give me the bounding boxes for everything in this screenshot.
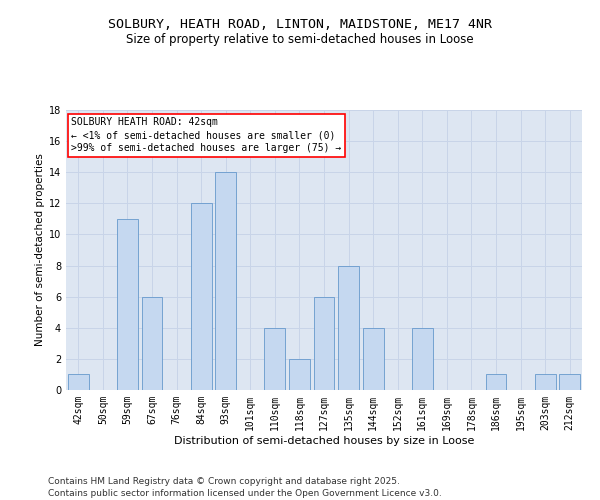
Bar xyxy=(535,374,556,390)
Bar xyxy=(362,328,383,390)
Bar xyxy=(265,328,286,390)
Bar xyxy=(289,359,310,390)
Bar xyxy=(215,172,236,390)
Y-axis label: Number of semi-detached properties: Number of semi-detached properties xyxy=(35,154,44,346)
Bar xyxy=(338,266,359,390)
Bar xyxy=(117,219,138,390)
Bar xyxy=(314,296,334,390)
Text: Contains HM Land Registry data © Crown copyright and database right 2025.
Contai: Contains HM Land Registry data © Crown c… xyxy=(48,476,442,498)
Bar xyxy=(191,204,212,390)
Bar xyxy=(412,328,433,390)
X-axis label: Distribution of semi-detached houses by size in Loose: Distribution of semi-detached houses by … xyxy=(174,436,474,446)
Text: SOLBURY HEATH ROAD: 42sqm
← <1% of semi-detached houses are smaller (0)
>99% of : SOLBURY HEATH ROAD: 42sqm ← <1% of semi-… xyxy=(71,117,341,154)
Text: SOLBURY, HEATH ROAD, LINTON, MAIDSTONE, ME17 4NR: SOLBURY, HEATH ROAD, LINTON, MAIDSTONE, … xyxy=(108,18,492,30)
Bar xyxy=(68,374,89,390)
Text: Size of property relative to semi-detached houses in Loose: Size of property relative to semi-detach… xyxy=(126,32,474,46)
Bar xyxy=(485,374,506,390)
Bar xyxy=(142,296,163,390)
Bar xyxy=(559,374,580,390)
